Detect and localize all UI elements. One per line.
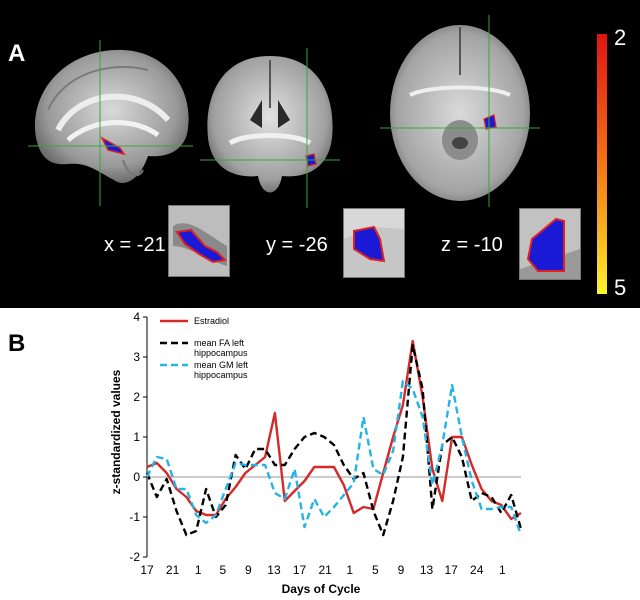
legend-label-1: Estradiol xyxy=(194,316,229,326)
x-tick-label: 24 xyxy=(470,563,484,577)
x-tick-label: 9 xyxy=(245,563,252,577)
x-tick-label: 17 xyxy=(293,563,307,577)
x-tick-label: 1 xyxy=(499,563,506,577)
x-tick-label: 17 xyxy=(140,563,154,577)
x-tick-label: 1 xyxy=(195,563,202,577)
series-line-1 xyxy=(146,339,522,521)
coord-x-label: x = -21 xyxy=(104,234,166,256)
legend-label-2: mean FA left xyxy=(194,338,245,348)
colorbar-max-label: 2 xyxy=(614,25,627,50)
legend-label-3: hippocampus xyxy=(194,370,248,380)
y-axis-label: z-standardized values xyxy=(109,369,123,494)
axial-brain-image xyxy=(380,15,540,207)
x-axis-label: Days of Cycle xyxy=(282,582,361,596)
x-tick-label: 5 xyxy=(219,563,226,577)
coord-y-label: y = -26 xyxy=(266,234,328,256)
x-tick-label: 13 xyxy=(420,563,434,577)
panel-label-a: A xyxy=(8,40,26,67)
brain-imaging-panel: A xyxy=(0,0,640,308)
colorbar-min-label: 5 xyxy=(614,275,627,300)
coronal-zoom-inset xyxy=(343,208,405,278)
y-tick-label: 4 xyxy=(133,310,140,324)
sagittal-zoom-inset xyxy=(168,205,230,277)
y-tick-label: 2 xyxy=(133,390,140,404)
legend-label-3: mean GM left xyxy=(194,360,249,370)
panel-label-b: B xyxy=(8,330,26,357)
series-line-2 xyxy=(145,343,523,537)
y-tick-label: -1 xyxy=(129,510,140,524)
x-tick-label: 13 xyxy=(267,563,281,577)
sagittal-brain-image xyxy=(28,40,193,206)
axial-zoom-inset xyxy=(519,208,581,280)
coord-z-label: z = -10 xyxy=(441,234,503,256)
legend-label-2: hippocampus xyxy=(194,348,248,358)
colorbar xyxy=(597,34,607,294)
x-tick-label: 17 xyxy=(444,563,458,577)
x-tick-label: 5 xyxy=(372,563,379,577)
line-chart: z-standardized values Days of Cycle -2 -1… xyxy=(109,310,523,596)
y-tick-label: -2 xyxy=(129,550,140,564)
x-tick-label: 21 xyxy=(318,563,332,577)
y-tick-label: 1 xyxy=(133,430,140,444)
coronal-brain-image xyxy=(200,48,340,208)
x-tick-label: 21 xyxy=(166,563,180,577)
y-tick-label: 3 xyxy=(133,350,140,364)
series-line-3 xyxy=(145,379,523,536)
x-tick-label: 1 xyxy=(346,563,353,577)
y-tick-label: 0 xyxy=(133,470,140,484)
x-tick-label: 9 xyxy=(398,563,405,577)
